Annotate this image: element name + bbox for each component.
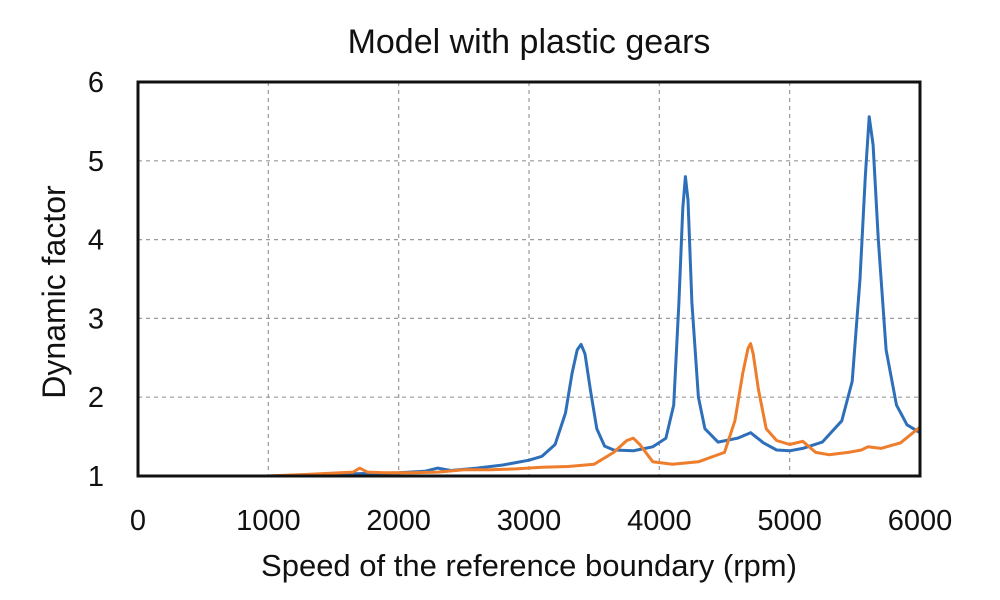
y-tick-label: 3 (88, 303, 104, 335)
y-tick-label: 4 (88, 225, 104, 257)
series-line-2 (136, 342, 922, 478)
x-tick-labels: 0 1000 2000 3000 4000 5000 6000 (130, 505, 952, 537)
x-tick-label: 6000 (888, 505, 953, 537)
x-tick-label: 4000 (627, 505, 692, 537)
plot-frame (136, 80, 922, 478)
y-tick-labels: 1 2 3 4 5 6 (88, 67, 104, 493)
y-tick-label: 5 (88, 146, 104, 178)
x-tick-label: 3000 (497, 505, 562, 537)
y-tick-label: 6 (88, 67, 104, 99)
x-tick-label: 2000 (366, 505, 431, 537)
x-tick-label: 5000 (757, 505, 822, 537)
chart-title: Model with plastic gears (347, 23, 711, 61)
y-tick-label: 2 (88, 382, 104, 414)
x-tick-label: 1000 (236, 505, 301, 537)
y-tick-label: 1 (88, 461, 104, 493)
x-axis-label: Speed of the reference boundary (rpm) (261, 548, 797, 583)
x-tick-label: 0 (130, 505, 146, 537)
grid-lines (138, 82, 920, 476)
series-lines (136, 115, 922, 478)
